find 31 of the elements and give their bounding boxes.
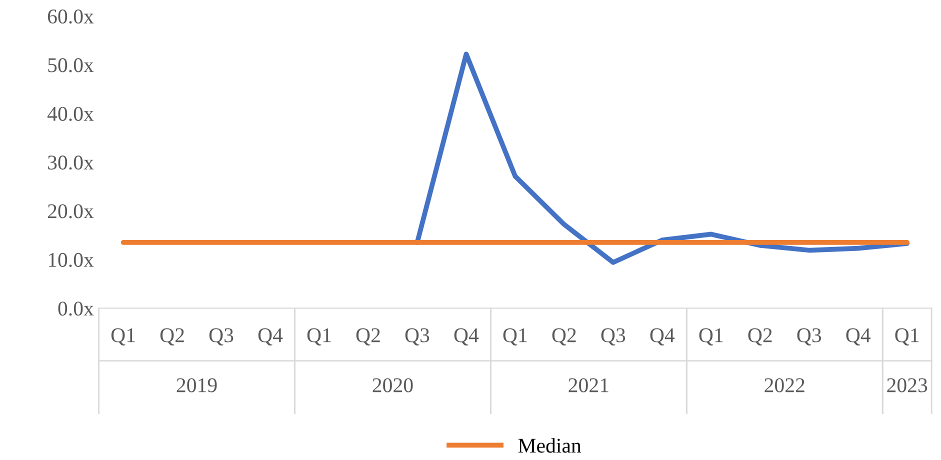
text: 2019 <box>176 378 217 392</box>
x-tick-label: Q1 <box>307 328 331 346</box>
x-tick-label: Q1 <box>503 328 527 346</box>
y-tick-label: 20.0x <box>48 204 94 218</box>
line-series <box>414 52 910 265</box>
x-tick-label: Q4 <box>650 328 675 346</box>
text: 2020 <box>372 378 413 392</box>
y-tick-label: 30.0x <box>48 156 94 170</box>
x-tick-label: Q1 <box>699 328 723 346</box>
y-tick-label: 40.0x <box>47 106 94 121</box>
x-tick-label: Q3 <box>209 328 234 346</box>
x-tick-label: Q3 <box>601 328 626 346</box>
y-tick-label: 10.0x <box>48 252 94 268</box>
text: 2023 <box>887 378 928 392</box>
y-tick-label: 0.0x <box>58 302 94 316</box>
x-tick-label: Q4 <box>454 328 479 346</box>
x-tick-label: Q2 <box>160 328 184 346</box>
y-tick-label: 60.0x <box>48 9 94 24</box>
text: 2022 <box>764 378 804 392</box>
legend-label: Median <box>518 438 582 453</box>
x-tick-label: Q1 <box>895 328 919 346</box>
x-tick-label: Q3 <box>405 328 430 346</box>
x-tick-label: Q2 <box>552 328 576 346</box>
x-tick-label: Q1 <box>111 328 135 346</box>
text: 2021 <box>568 378 608 392</box>
x-tick-label: Q2 <box>748 328 772 346</box>
x-tick-label: Q3 <box>797 328 822 346</box>
x-tick-label: Q4 <box>846 328 871 346</box>
x-tick-label: Q2 <box>356 328 380 346</box>
x-tick-label: Q4 <box>258 328 283 346</box>
y-tick-label: 50.0x <box>48 58 94 72</box>
